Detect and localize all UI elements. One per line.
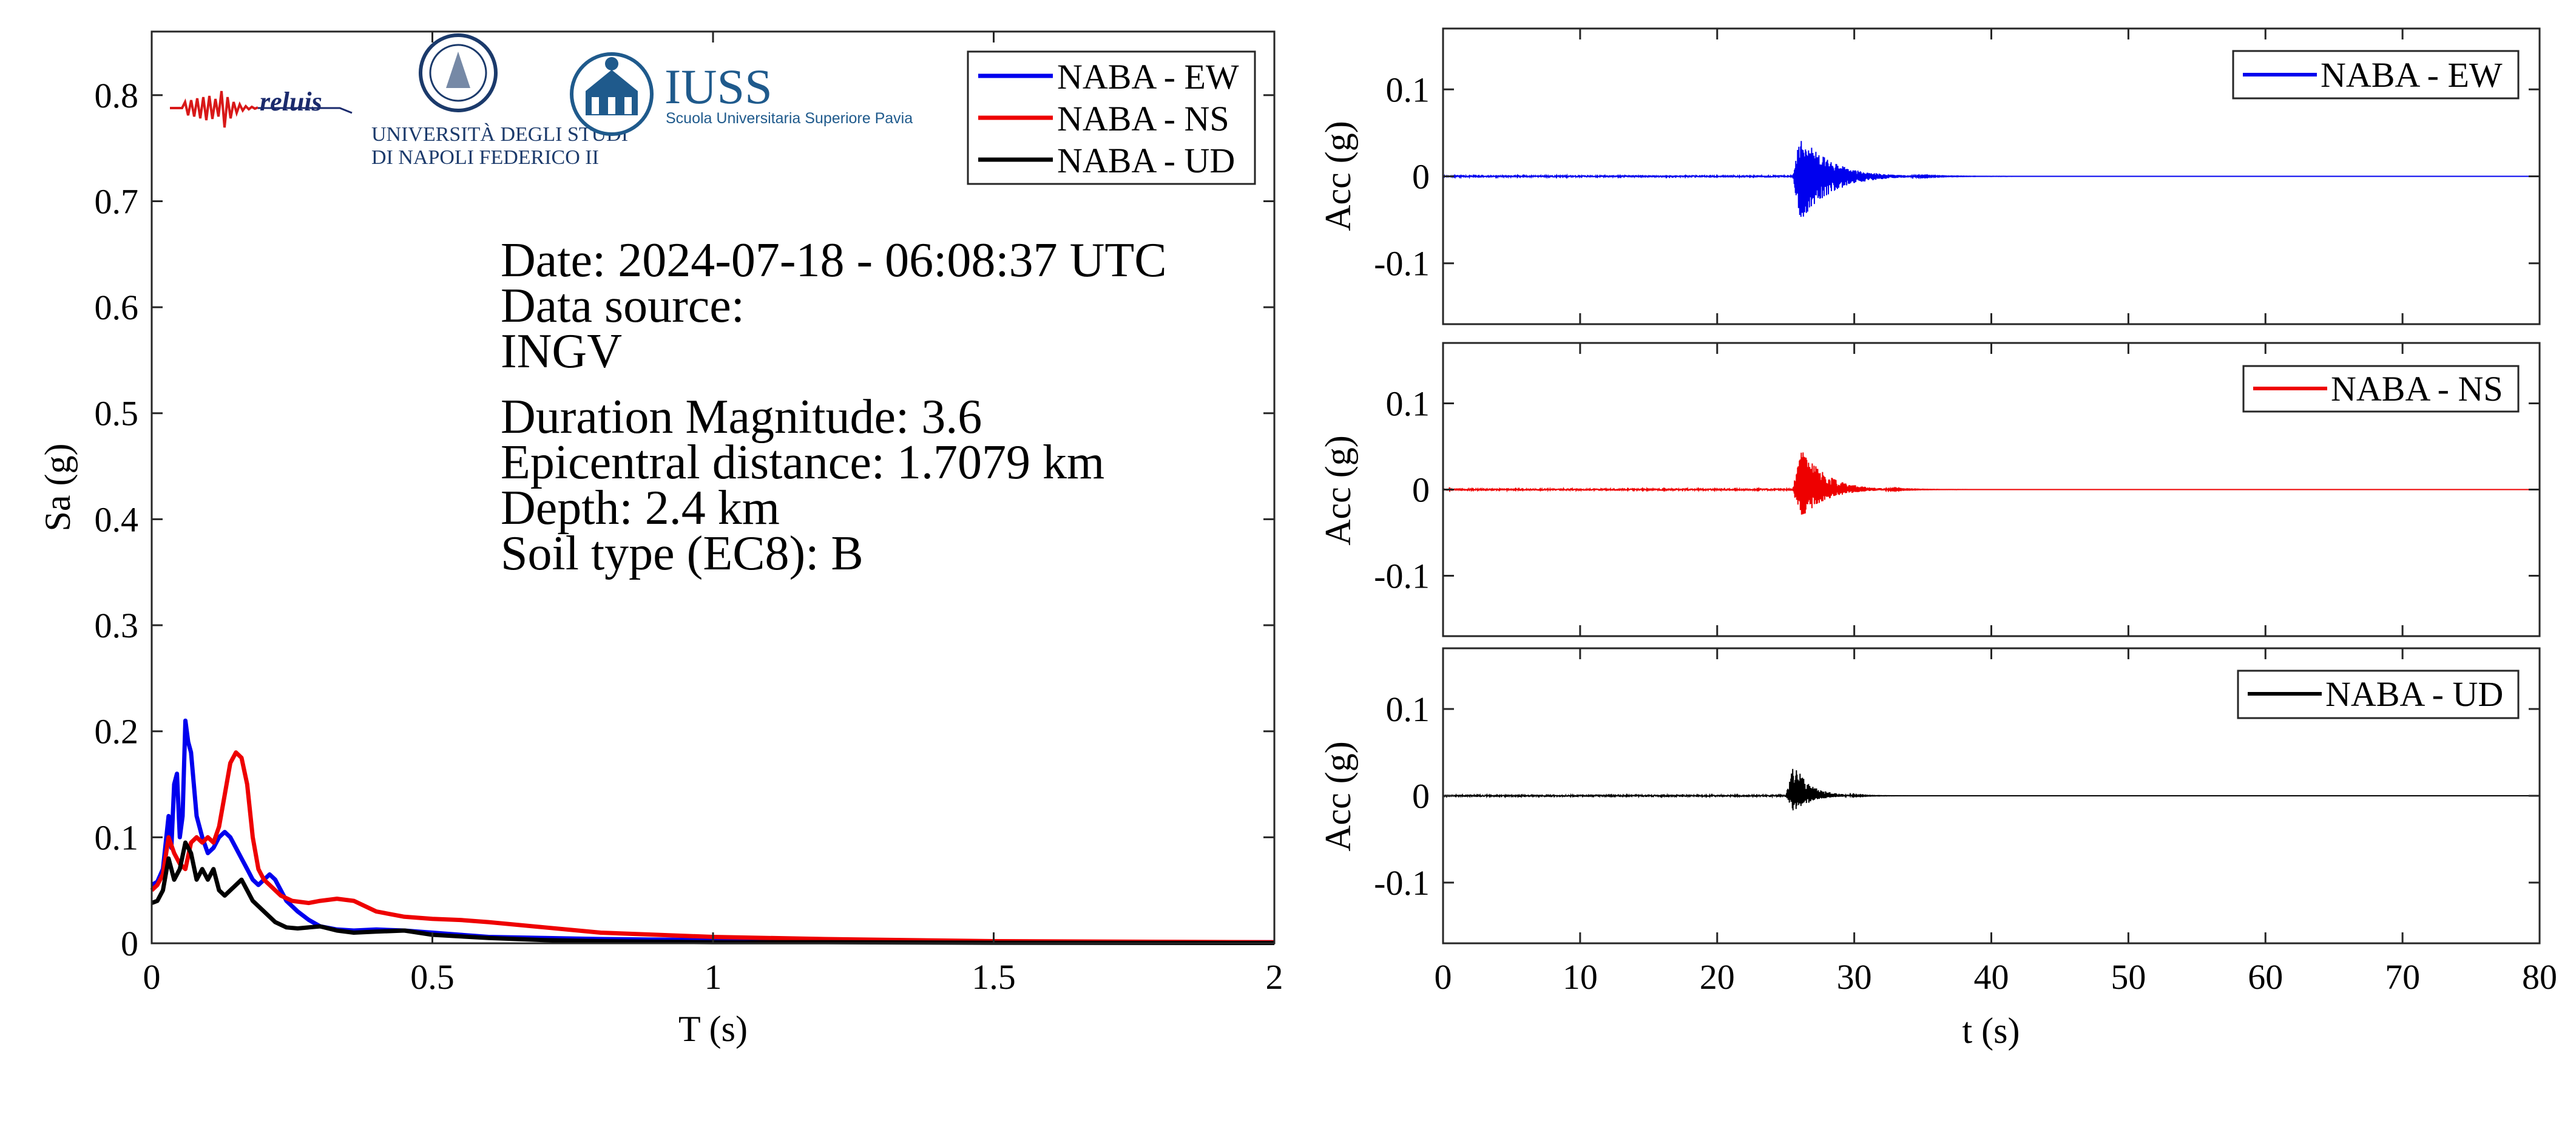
accelerogram-y-tick-label: 0.1: [1386, 690, 1430, 729]
data-source-value: INGV: [501, 325, 622, 378]
unina-logo-line2: DI NAPOLI FEDERICO II: [371, 146, 599, 169]
epicentral-distance: Epicentral distance: 1.7079 km: [501, 436, 1104, 489]
spectrum-y-tick-label: 0.8: [95, 76, 139, 115]
iuss-logo: IUSS Scuola Universitaria Superiore Pavi…: [570, 52, 913, 136]
iuss-logo-title: IUSS: [664, 59, 772, 114]
iuss-logo-subtitle: Scuola Universitaria Superiore Pavia: [666, 110, 913, 127]
spectrum-chart: 0 0.5 1 1.5 2 0 0.1 0.2 0.3 0.4 0.5 0.6 0.7 0.8 T (s)…: [38, 30, 1283, 1049]
accelerogram-ud-legend: NABA - UD: [2237, 670, 2520, 719]
accelerogram-ns: -0.1 0 0.1 Acc (g) NABA - NS: [1318, 342, 2541, 637]
spectrum-y-tick-label: 0.1: [95, 818, 139, 857]
unina-logo: UNIVERSITÀ DEGLI STUDI DI NAPOLI FEDERIC…: [371, 33, 628, 169]
accelerogram-ew-legend-label: NABA - EW: [2321, 55, 2503, 95]
spectrum-y-tick-label: 0.7: [95, 181, 139, 221]
spectrum-x-tick-label: 0.5: [410, 957, 455, 997]
soil-type: Soil type (EC8): B: [501, 527, 864, 580]
accelerogram-ew-y-label: Acc (g): [1318, 121, 1358, 231]
spectrum-x-tick-label: 1.5: [972, 957, 1016, 997]
reluis-logo-underline: [258, 107, 353, 114]
legend-label-ew: NABA - EW: [1057, 57, 1239, 97]
accelerogram-ud-y-label: Acc (g): [1318, 741, 1358, 852]
event-info: Date: 2024-07-18 - 06:08:37 UTC Data sou…: [501, 234, 1167, 580]
legend-label-ns: NABA - NS: [1057, 99, 1229, 138]
spectrum-y-tick-label: 0.3: [95, 606, 139, 645]
accelerogram-ns-trace: [1442, 452, 2540, 515]
accelerogram-ns-legend: NABA - NS: [2242, 365, 2520, 413]
accelerogram-x-tick-label: 80: [2522, 957, 2557, 997]
accelerogram-x-tick-label: 50: [2111, 957, 2146, 997]
accelerogram-ud-trace: [1442, 768, 2540, 811]
accelerogram-x-tick-label: 20: [1700, 957, 1735, 997]
accelerogram-ns-y-label: Acc (g): [1318, 435, 1358, 546]
spectrum-y-tick-label: 0.2: [95, 712, 139, 751]
accelerogram-y-tick-label: 0.1: [1386, 384, 1430, 423]
accelerogram-ew-legend: NABA - EW: [2232, 50, 2520, 100]
event-date: Date: 2024-07-18 - 06:08:37 UTC: [501, 234, 1167, 287]
spectrum-lines: [150, 718, 1275, 945]
spectrum-x-tick-label: 1: [705, 957, 722, 997]
spectrum-x-tick-label: 0: [143, 957, 161, 997]
accelerogram-x-tick-label: 60: [2248, 957, 2283, 997]
accelerogram-x-tick-label: 0: [1435, 957, 1452, 997]
spectrum-legend: NABA - EW NABA - NS NABA - UD: [967, 50, 1256, 185]
accelerogram-ew-trace: [1442, 141, 2540, 217]
accelerogram-x-label: t (s): [1962, 1011, 2020, 1051]
accelerogram-y-tick-label: 0: [1412, 157, 1430, 197]
spectrum-x-tick-label: 2: [1266, 957, 1283, 997]
accelerogram-y-tick-label: 0: [1412, 776, 1430, 816]
spectrum-x-label: T (s): [678, 1009, 748, 1049]
accelerogram-y-tick-label: 0: [1412, 470, 1430, 510]
accelerogram-ew: -0.1 0 0.1 Acc (g) NABA - EW: [1318, 27, 2541, 325]
accelerogram-y-tick-label: -0.1: [1374, 557, 1430, 596]
accelerogram-waveform: [1442, 768, 2540, 811]
accelerogram-ns-legend-label: NABA - NS: [2331, 369, 2503, 409]
reluis-logo-text: reluis: [260, 87, 322, 117]
accelerogram-x-tick-label: 10: [1563, 957, 1598, 997]
accelerogram-x-tick-label: 40: [1974, 957, 2009, 997]
unina-logo-line1: UNIVERSITÀ DEGLI STUDI: [371, 123, 628, 146]
accelerogram-x-tick-label: 70: [2385, 957, 2420, 997]
accelerogram-ud-ticks: -0.1 0 0.1 0 10 20 30 40 50 60 70 80: [1374, 648, 2557, 997]
reluis-logo-seismogram: [170, 90, 259, 128]
accelerogram-ew-ticks: -0.1 0 0.1: [1374, 29, 2541, 324]
spectrum-y-label: Sa (g): [38, 444, 78, 532]
accelerogram-ud: -0.100.10 10 20 30 40 50 60 70 80 Acc (g) t (s) …: [1318, 647, 2557, 1051]
accelerogram-waveform: [1442, 452, 2540, 515]
reluis-logo: reluis: [170, 87, 353, 128]
spectrum-y-tick-label: 0.6: [95, 288, 139, 327]
accelerogram-waveform: [1442, 141, 2540, 217]
spectrum-ticks: 0 0.5 1 1.5 2 0 0.1 0.2 0.3 0.4 0.5 0.6 0.7 0.8: [95, 32, 1283, 997]
accelerogram-y-tick-label: -0.1: [1374, 863, 1430, 903]
spectrum-y-tick-label: 0: [121, 924, 138, 963]
data-source-label: Data source:: [501, 279, 745, 333]
legend-label-ud: NABA - UD: [1057, 141, 1235, 180]
accelerogram-x-tick-label: 30: [1837, 957, 1872, 997]
accelerogram-y-tick-label: 0.1: [1386, 70, 1430, 109]
spectrum-y-tick-label: 0.4: [95, 500, 139, 539]
accelerogram-ns-ticks: -0.1 0 0.1: [1374, 343, 2541, 636]
spectrum-y-tick-label: 0.5: [95, 394, 139, 433]
event-magnitude: Duration Magnitude: 3.6: [501, 390, 982, 444]
event-depth: Depth: 2.4 km: [501, 481, 780, 535]
accelerogram-ud-legend-label: NABA - UD: [2325, 674, 2503, 714]
accelerogram-y-tick-label: -0.1: [1374, 244, 1430, 283]
spectrum-series-ud: [150, 840, 1275, 945]
